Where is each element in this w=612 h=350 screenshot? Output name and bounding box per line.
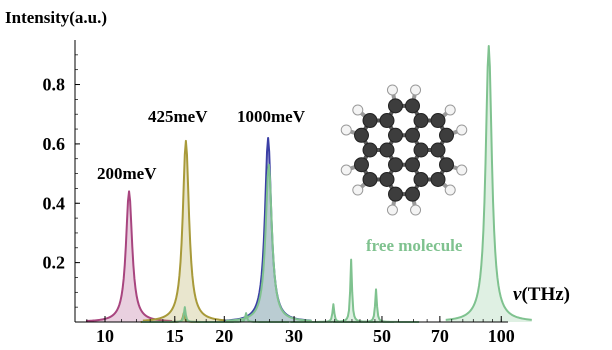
carbon-atom xyxy=(439,157,454,173)
hydrogen-atom xyxy=(340,164,352,176)
peak-fill xyxy=(290,304,377,322)
peak-fill xyxy=(225,137,312,322)
x-tick-label: 50 xyxy=(373,326,391,346)
peak xyxy=(142,139,229,322)
x-ticks: 10 15 20 30 50 70 100 xyxy=(86,316,515,346)
carbon-atom xyxy=(379,113,395,129)
peak xyxy=(445,44,532,321)
y-tick-label: 0.8 xyxy=(43,75,66,95)
y-ticks: 0.2 0.4 0.6 0.8 xyxy=(43,54,80,308)
carbon-atom xyxy=(388,127,403,143)
peak xyxy=(225,163,312,322)
peak-fill xyxy=(142,140,229,322)
series-200mev xyxy=(85,190,173,322)
coronene-molecule-inset xyxy=(340,84,468,216)
hydrogen-atom xyxy=(352,104,364,116)
hydrogen-atom xyxy=(456,124,468,136)
y-tick-label: 0.6 xyxy=(43,134,66,154)
x-axis-unit: (THz) xyxy=(521,284,570,305)
hydrogen-atom xyxy=(340,124,352,136)
x-tick-label: 10 xyxy=(96,326,114,346)
y-axis-label: Intensity(a.u.) xyxy=(5,8,107,27)
carbon-atom xyxy=(430,142,446,158)
hydrogen-atom xyxy=(410,84,422,96)
carbon-atom xyxy=(413,171,429,187)
peak-fill xyxy=(86,191,173,322)
carbon-atom xyxy=(379,171,395,187)
y-tick-label: 0.4 xyxy=(43,193,66,213)
carbon-atom xyxy=(405,157,420,173)
hydrogen-atom xyxy=(386,204,398,216)
carbon-atom xyxy=(354,157,369,173)
carbon-atom xyxy=(405,186,420,202)
carbon-atom xyxy=(413,113,429,129)
x-tick-label: 30 xyxy=(285,326,303,346)
x-tick-label: 20 xyxy=(215,326,233,346)
y-tick-label: 0.2 xyxy=(43,253,66,273)
carbon-atom xyxy=(362,142,378,158)
series-free-molecule xyxy=(141,44,532,323)
carbon-atom xyxy=(405,127,420,143)
annotation-1000mev: 1000meV xyxy=(237,107,306,126)
carbon-atom xyxy=(362,171,378,187)
hydrogen-atom xyxy=(444,184,456,196)
x-axis-symbol: ν xyxy=(513,284,522,305)
carbon-atom xyxy=(413,142,429,158)
hydrogen-atom xyxy=(444,104,456,116)
hydrogen-atom xyxy=(456,164,468,176)
peak-fill xyxy=(308,259,395,322)
x-tick-label: 15 xyxy=(166,326,184,346)
hydrogen-atom xyxy=(386,84,398,96)
peak-fill xyxy=(445,45,532,322)
carbon-atom xyxy=(388,98,403,114)
annotation-200mev: 200meV xyxy=(97,164,157,183)
peak-fill xyxy=(141,307,228,322)
carbon-atom xyxy=(388,157,403,173)
hydrogen-atom xyxy=(352,184,364,196)
x-tick-label: 70 xyxy=(431,326,449,346)
carbon-atom xyxy=(430,171,446,187)
annotations: 200meV 425meV 1000meV free molecule xyxy=(97,107,463,255)
series-layer xyxy=(85,44,532,323)
annotation-free-molecule: free molecule xyxy=(366,236,463,255)
carbon-atom xyxy=(430,113,446,129)
annotation-425mev: 425meV xyxy=(148,107,208,126)
x-axis-label: ν(THz) xyxy=(513,284,570,305)
hydrogen-atom xyxy=(410,204,422,216)
carbon-atom xyxy=(405,98,420,114)
axes-layer: 0.2 0.4 0.6 0.8 10 15 20 30 50 70 100 Intensity(a… xyxy=(5,8,570,346)
carbon-atom xyxy=(439,127,454,143)
carbon-atom xyxy=(379,142,395,158)
peak-fill xyxy=(225,164,312,322)
carbon-atom xyxy=(388,186,403,202)
x-tick-label: 100 xyxy=(488,326,515,346)
carbon-atom xyxy=(354,127,369,143)
peak-fill xyxy=(332,289,420,322)
carbon-atom xyxy=(362,113,378,129)
